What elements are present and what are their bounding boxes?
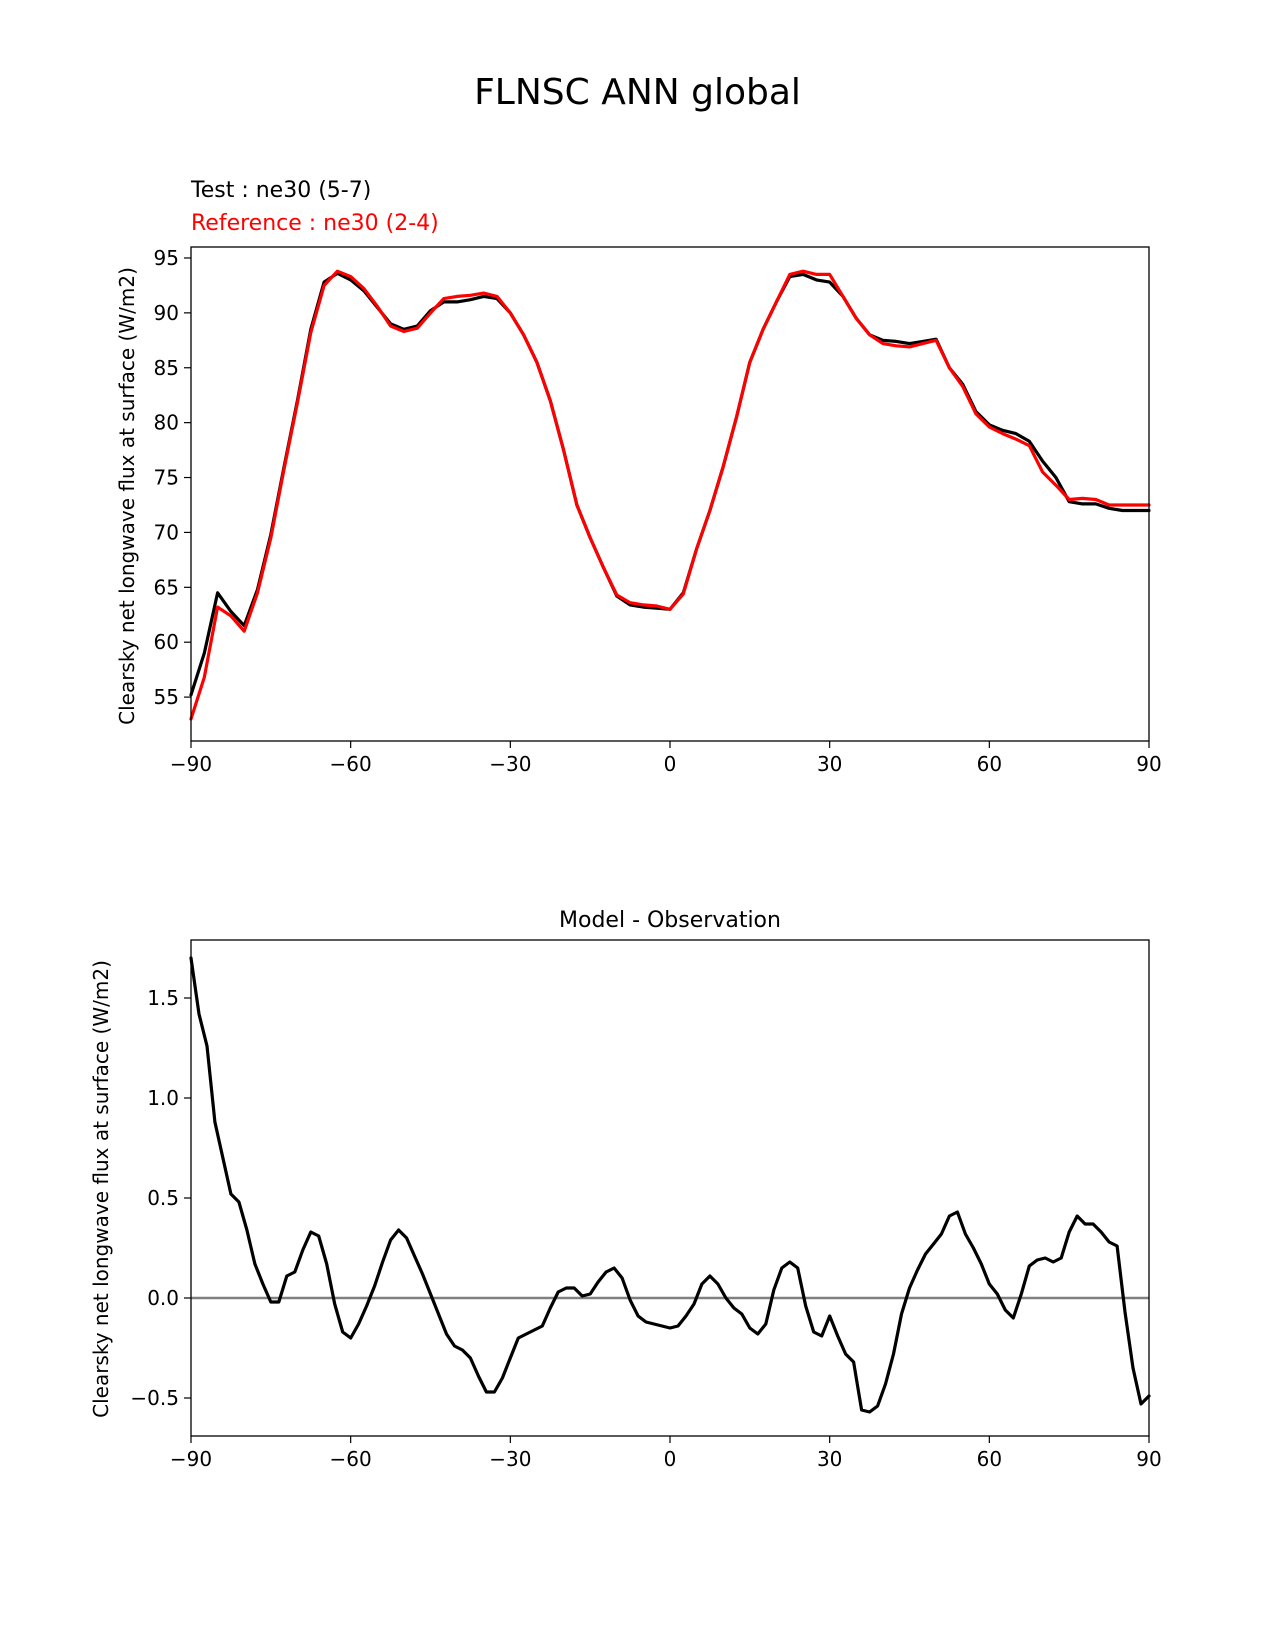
bottom-series-lines bbox=[189, 956, 1151, 1414]
bottom-y-tick-label: 1.0 bbox=[147, 1086, 179, 1110]
top-y-tick-label: 90 bbox=[154, 301, 179, 325]
bottom-x-tick-label: 60 bbox=[977, 1447, 1002, 1471]
bottom-plot-frame bbox=[190, 939, 1150, 1437]
bottom-series-line-1 bbox=[189, 956, 1151, 1414]
bottom-x-tick-label: 0 bbox=[664, 1447, 677, 1471]
top-x-tick-label: −60 bbox=[330, 752, 372, 776]
bottom-y-tick-label: 1.5 bbox=[147, 986, 179, 1010]
bottom-x-tick-label: 30 bbox=[817, 1447, 842, 1471]
bottom-subplot: Model - Observation Clearsky net longwav… bbox=[89, 908, 1162, 1471]
legend-entry-reference: Reference : ne30 (2-4) bbox=[191, 211, 439, 236]
top-series-lines bbox=[189, 269, 1151, 721]
top-y-tick-label: 55 bbox=[154, 685, 179, 709]
bottom-axis-ticks: −90 −60 −30 0 30 60 90 −0.5 0.0 0.5 1.0 1.5 bbox=[130, 986, 1161, 1471]
bottom-subplot-title: Model - Observation bbox=[559, 908, 781, 933]
top-plot-frame bbox=[190, 246, 1150, 742]
bottom-x-tick-label: −30 bbox=[489, 1447, 531, 1471]
bottom-y-tick-label: 0.0 bbox=[147, 1286, 179, 1310]
top-y-tick-label: 70 bbox=[154, 520, 179, 544]
top-x-tick-label: 60 bbox=[977, 752, 1002, 776]
top-y-tick-label: 80 bbox=[154, 411, 179, 435]
top-x-tick-label: −30 bbox=[489, 752, 531, 776]
top-x-tick-label: −90 bbox=[170, 752, 212, 776]
top-y-tick-label: 75 bbox=[154, 466, 179, 490]
top-series-line-2 bbox=[189, 269, 1151, 721]
top-x-tick-label: 30 bbox=[817, 752, 842, 776]
top-x-tick-label: 0 bbox=[664, 752, 677, 776]
top-y-tick-label: 95 bbox=[154, 246, 179, 270]
top-subplot: Test : ne30 (5-7) Reference : ne30 (2-4)… bbox=[115, 178, 1162, 776]
bottom-x-tick-label: −90 bbox=[170, 1447, 212, 1471]
bottom-y-tick-label: −0.5 bbox=[130, 1386, 179, 1410]
top-y-tick-label: 60 bbox=[154, 630, 179, 654]
top-series-line-1 bbox=[189, 271, 1151, 697]
top-x-tick-label: 90 bbox=[1136, 752, 1161, 776]
bottom-y-tick-label: 0.5 bbox=[147, 1186, 179, 1210]
top-y-tick-label: 85 bbox=[154, 356, 179, 380]
top-y-tick-label: 65 bbox=[154, 575, 179, 599]
legend-entry-test: Test : ne30 (5-7) bbox=[190, 178, 371, 203]
bottom-x-tick-label: 90 bbox=[1136, 1447, 1161, 1471]
figure-title: FLNSC ANN global bbox=[474, 72, 801, 113]
bottom-x-tick-label: −60 bbox=[330, 1447, 372, 1471]
top-y-axis-label: Clearsky net longwave flux at surface (W… bbox=[115, 267, 139, 725]
bottom-y-axis-label: Clearsky net longwave flux at surface (W… bbox=[89, 960, 113, 1418]
top-axis-ticks: −90 −60 −30 0 30 60 90 55 60 65 70 75 80 85 90 95 bbox=[154, 246, 1162, 776]
